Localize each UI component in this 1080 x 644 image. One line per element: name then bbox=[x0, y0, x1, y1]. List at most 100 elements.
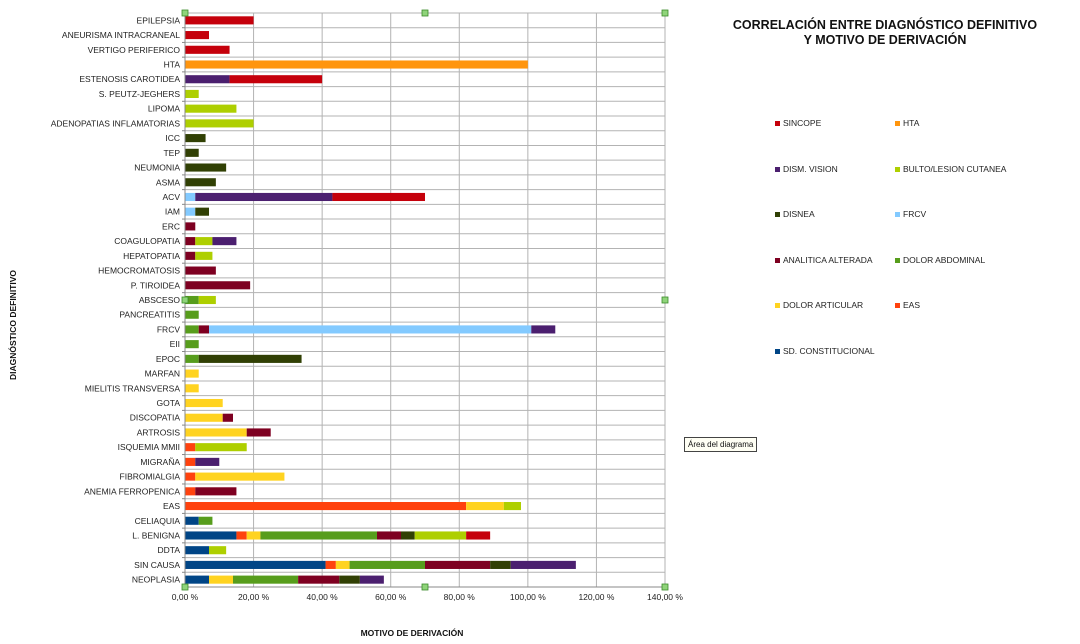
selection-handle[interactable] bbox=[421, 583, 429, 591]
selection-handle[interactable] bbox=[181, 9, 189, 17]
category-label: FIBROMIALGIA bbox=[120, 472, 181, 482]
selection-handle[interactable] bbox=[181, 296, 189, 304]
bar-segment bbox=[531, 325, 556, 334]
bar-segment bbox=[209, 546, 227, 555]
category-label: DISCOPATIA bbox=[130, 413, 181, 423]
legend-item: SINCOPE bbox=[775, 118, 821, 128]
bar-segment bbox=[503, 502, 521, 511]
legend-label: DOLOR ARTICULAR bbox=[783, 300, 864, 310]
category-label: LIPOMA bbox=[148, 104, 180, 114]
bar-segment bbox=[185, 516, 199, 525]
selection-handle[interactable] bbox=[661, 583, 669, 591]
bar-segment bbox=[185, 560, 326, 569]
legend-swatch bbox=[775, 212, 780, 218]
bar-segment bbox=[185, 502, 467, 511]
legend-item: DOLOR ARTICULAR bbox=[775, 300, 863, 310]
bar-segment bbox=[185, 148, 199, 157]
bar-segment bbox=[195, 251, 213, 260]
bar-segment bbox=[332, 192, 425, 202]
x-tick-label: 0,00 % bbox=[172, 592, 199, 602]
bar-segment bbox=[185, 104, 237, 113]
legend-swatch bbox=[775, 257, 780, 263]
bar-segment bbox=[185, 89, 199, 98]
legend-item: DISM. VISION bbox=[775, 164, 838, 174]
category-label: VERTIGO PERIFERICO bbox=[88, 45, 181, 55]
bars bbox=[185, 16, 576, 584]
selection-handle[interactable] bbox=[661, 9, 669, 17]
legend-label: HTA bbox=[903, 118, 920, 128]
category-label: ESTENOSIS CAROTIDEA bbox=[79, 74, 180, 84]
bar-segment bbox=[339, 575, 360, 584]
legend-label: DOLOR ABDOMINAL bbox=[903, 254, 986, 265]
bar-segment bbox=[185, 487, 196, 496]
bar-segment bbox=[233, 575, 299, 584]
bar-segment bbox=[198, 354, 302, 363]
bar-segment bbox=[185, 281, 251, 290]
bar-segment bbox=[195, 207, 209, 216]
category-label: NEOPLASIA bbox=[132, 575, 181, 585]
category-label: EAS bbox=[163, 501, 180, 511]
x-tick-label: 100,00 % bbox=[510, 592, 546, 602]
category-label: ADENOPATIAS INFLAMATORIAS bbox=[51, 118, 181, 128]
bar-segment bbox=[425, 560, 491, 569]
bar-segment bbox=[209, 575, 233, 584]
bar-segment bbox=[198, 325, 209, 334]
bar-segment bbox=[185, 384, 199, 393]
legend-swatch bbox=[775, 303, 780, 309]
x-tick-label: 60,00 % bbox=[375, 592, 407, 602]
legend-label: ANALITICA ALTERADA bbox=[783, 254, 873, 265]
category-label: SIN CAUSA bbox=[134, 560, 180, 570]
legend-item: BULTO/LESION CUTANEA bbox=[895, 164, 1006, 174]
bar-segment bbox=[222, 413, 233, 422]
x-tick-label: 140,00 % bbox=[647, 592, 683, 602]
chart-title-line2: Y MOTIVO DE DERIVACIÓN bbox=[803, 33, 967, 47]
legend-swatch bbox=[895, 212, 900, 218]
bar-segment bbox=[185, 354, 199, 363]
legend-swatch bbox=[895, 121, 900, 127]
legend-swatch bbox=[775, 121, 780, 127]
bar-segment bbox=[195, 237, 213, 246]
category-label: ICC bbox=[165, 133, 180, 143]
selection-handle[interactable] bbox=[421, 9, 429, 17]
selection-handles bbox=[181, 9, 669, 591]
bar-segment bbox=[377, 531, 401, 540]
legend-label: BULTO/LESION CUTANEA bbox=[903, 163, 1007, 174]
bar-segment bbox=[185, 16, 254, 25]
category-label: TEP bbox=[163, 148, 180, 158]
legend-swatch bbox=[895, 166, 900, 172]
category-label: HTA bbox=[164, 60, 181, 70]
category-label: ARTROSIS bbox=[137, 427, 181, 437]
bar-segment bbox=[185, 340, 199, 349]
bar-segment bbox=[185, 546, 209, 555]
grid-lines bbox=[184, 12, 666, 588]
selection-handle[interactable] bbox=[181, 583, 189, 591]
legend-item: DISNEA bbox=[775, 209, 815, 219]
axes bbox=[182, 12, 665, 588]
category-label: NEUMONIA bbox=[134, 163, 180, 173]
category-label: ISQUEMIA MMII bbox=[118, 442, 180, 452]
bar-segment bbox=[298, 575, 340, 584]
bar-segment bbox=[198, 295, 216, 305]
category-label: PANCREATITIS bbox=[119, 310, 180, 320]
category-labels: EPILEPSIA ANEURISMA INTRACRANEAL VERTIGO P… bbox=[51, 15, 181, 584]
x-tick-label: 80,00 % bbox=[444, 592, 476, 602]
category-label: HEMOCROMATOSIS bbox=[98, 266, 180, 276]
category-label: CELIAQUIA bbox=[135, 516, 181, 526]
bar-segment bbox=[185, 457, 196, 466]
category-label: EPOC bbox=[156, 354, 180, 364]
category-label: IAM bbox=[165, 207, 180, 217]
category-label: COAGULOPATIA bbox=[114, 236, 180, 246]
category-label: EII bbox=[170, 339, 180, 349]
category-label: S. PEUTZ-JEGHERS bbox=[99, 89, 181, 99]
legend-item: SD. CONSTITUCIONAL bbox=[775, 346, 875, 356]
bar-segment bbox=[335, 560, 350, 569]
bar-segment bbox=[185, 531, 237, 540]
selection-handle[interactable] bbox=[661, 296, 669, 304]
x-tick-labels: 0,00 % 20,00 % 40,00 % 60,00 % 80,00 % 100,00… bbox=[172, 592, 684, 602]
bar-segment bbox=[185, 134, 206, 143]
bar-segment bbox=[185, 428, 247, 437]
bar-segment bbox=[195, 192, 333, 202]
bar-segment bbox=[185, 222, 196, 231]
bar-segment bbox=[185, 31, 209, 40]
